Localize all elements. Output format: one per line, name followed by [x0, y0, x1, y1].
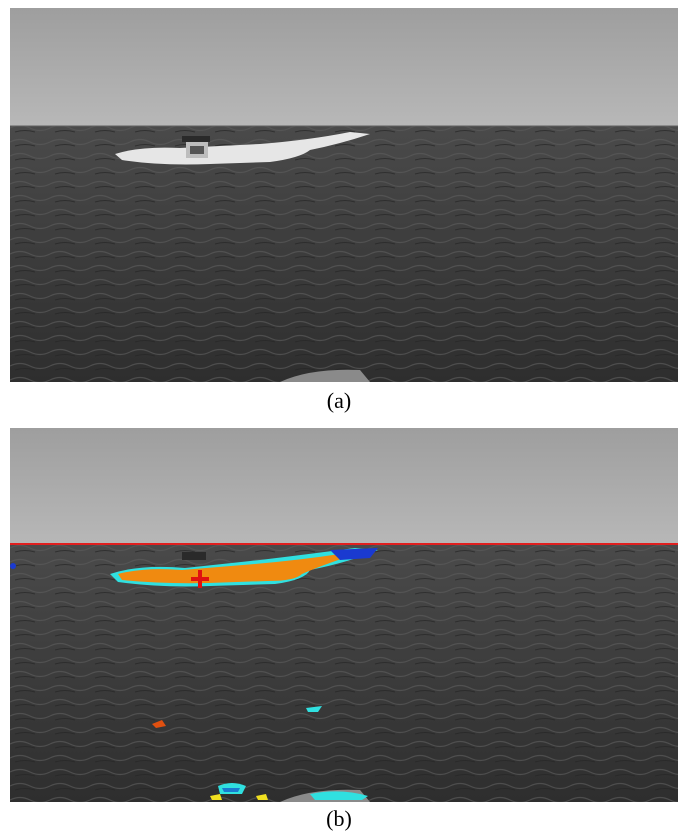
caption-a: (a): [326, 388, 352, 413]
detection-blob: [306, 706, 322, 712]
detection-blob: [310, 791, 368, 800]
detection-blob: [10, 563, 16, 569]
detection-blob: [222, 788, 240, 792]
detection-blob: [152, 720, 166, 728]
boat: [182, 136, 210, 158]
sea-photo-b: [10, 428, 678, 802]
caption-b: (b): [326, 806, 352, 831]
sky: [10, 8, 678, 128]
target-marker: [191, 570, 209, 588]
photo-panel-a: [10, 8, 678, 382]
boat-segmentation: [110, 548, 378, 587]
sky: [10, 428, 678, 546]
detection-blob: [256, 794, 268, 800]
bow-in-foreground: [280, 369, 370, 382]
photo-panel-b: [10, 428, 678, 802]
boat-wake: [115, 132, 370, 165]
detection-blob: [210, 794, 222, 800]
sea-photo-a: [10, 8, 678, 382]
